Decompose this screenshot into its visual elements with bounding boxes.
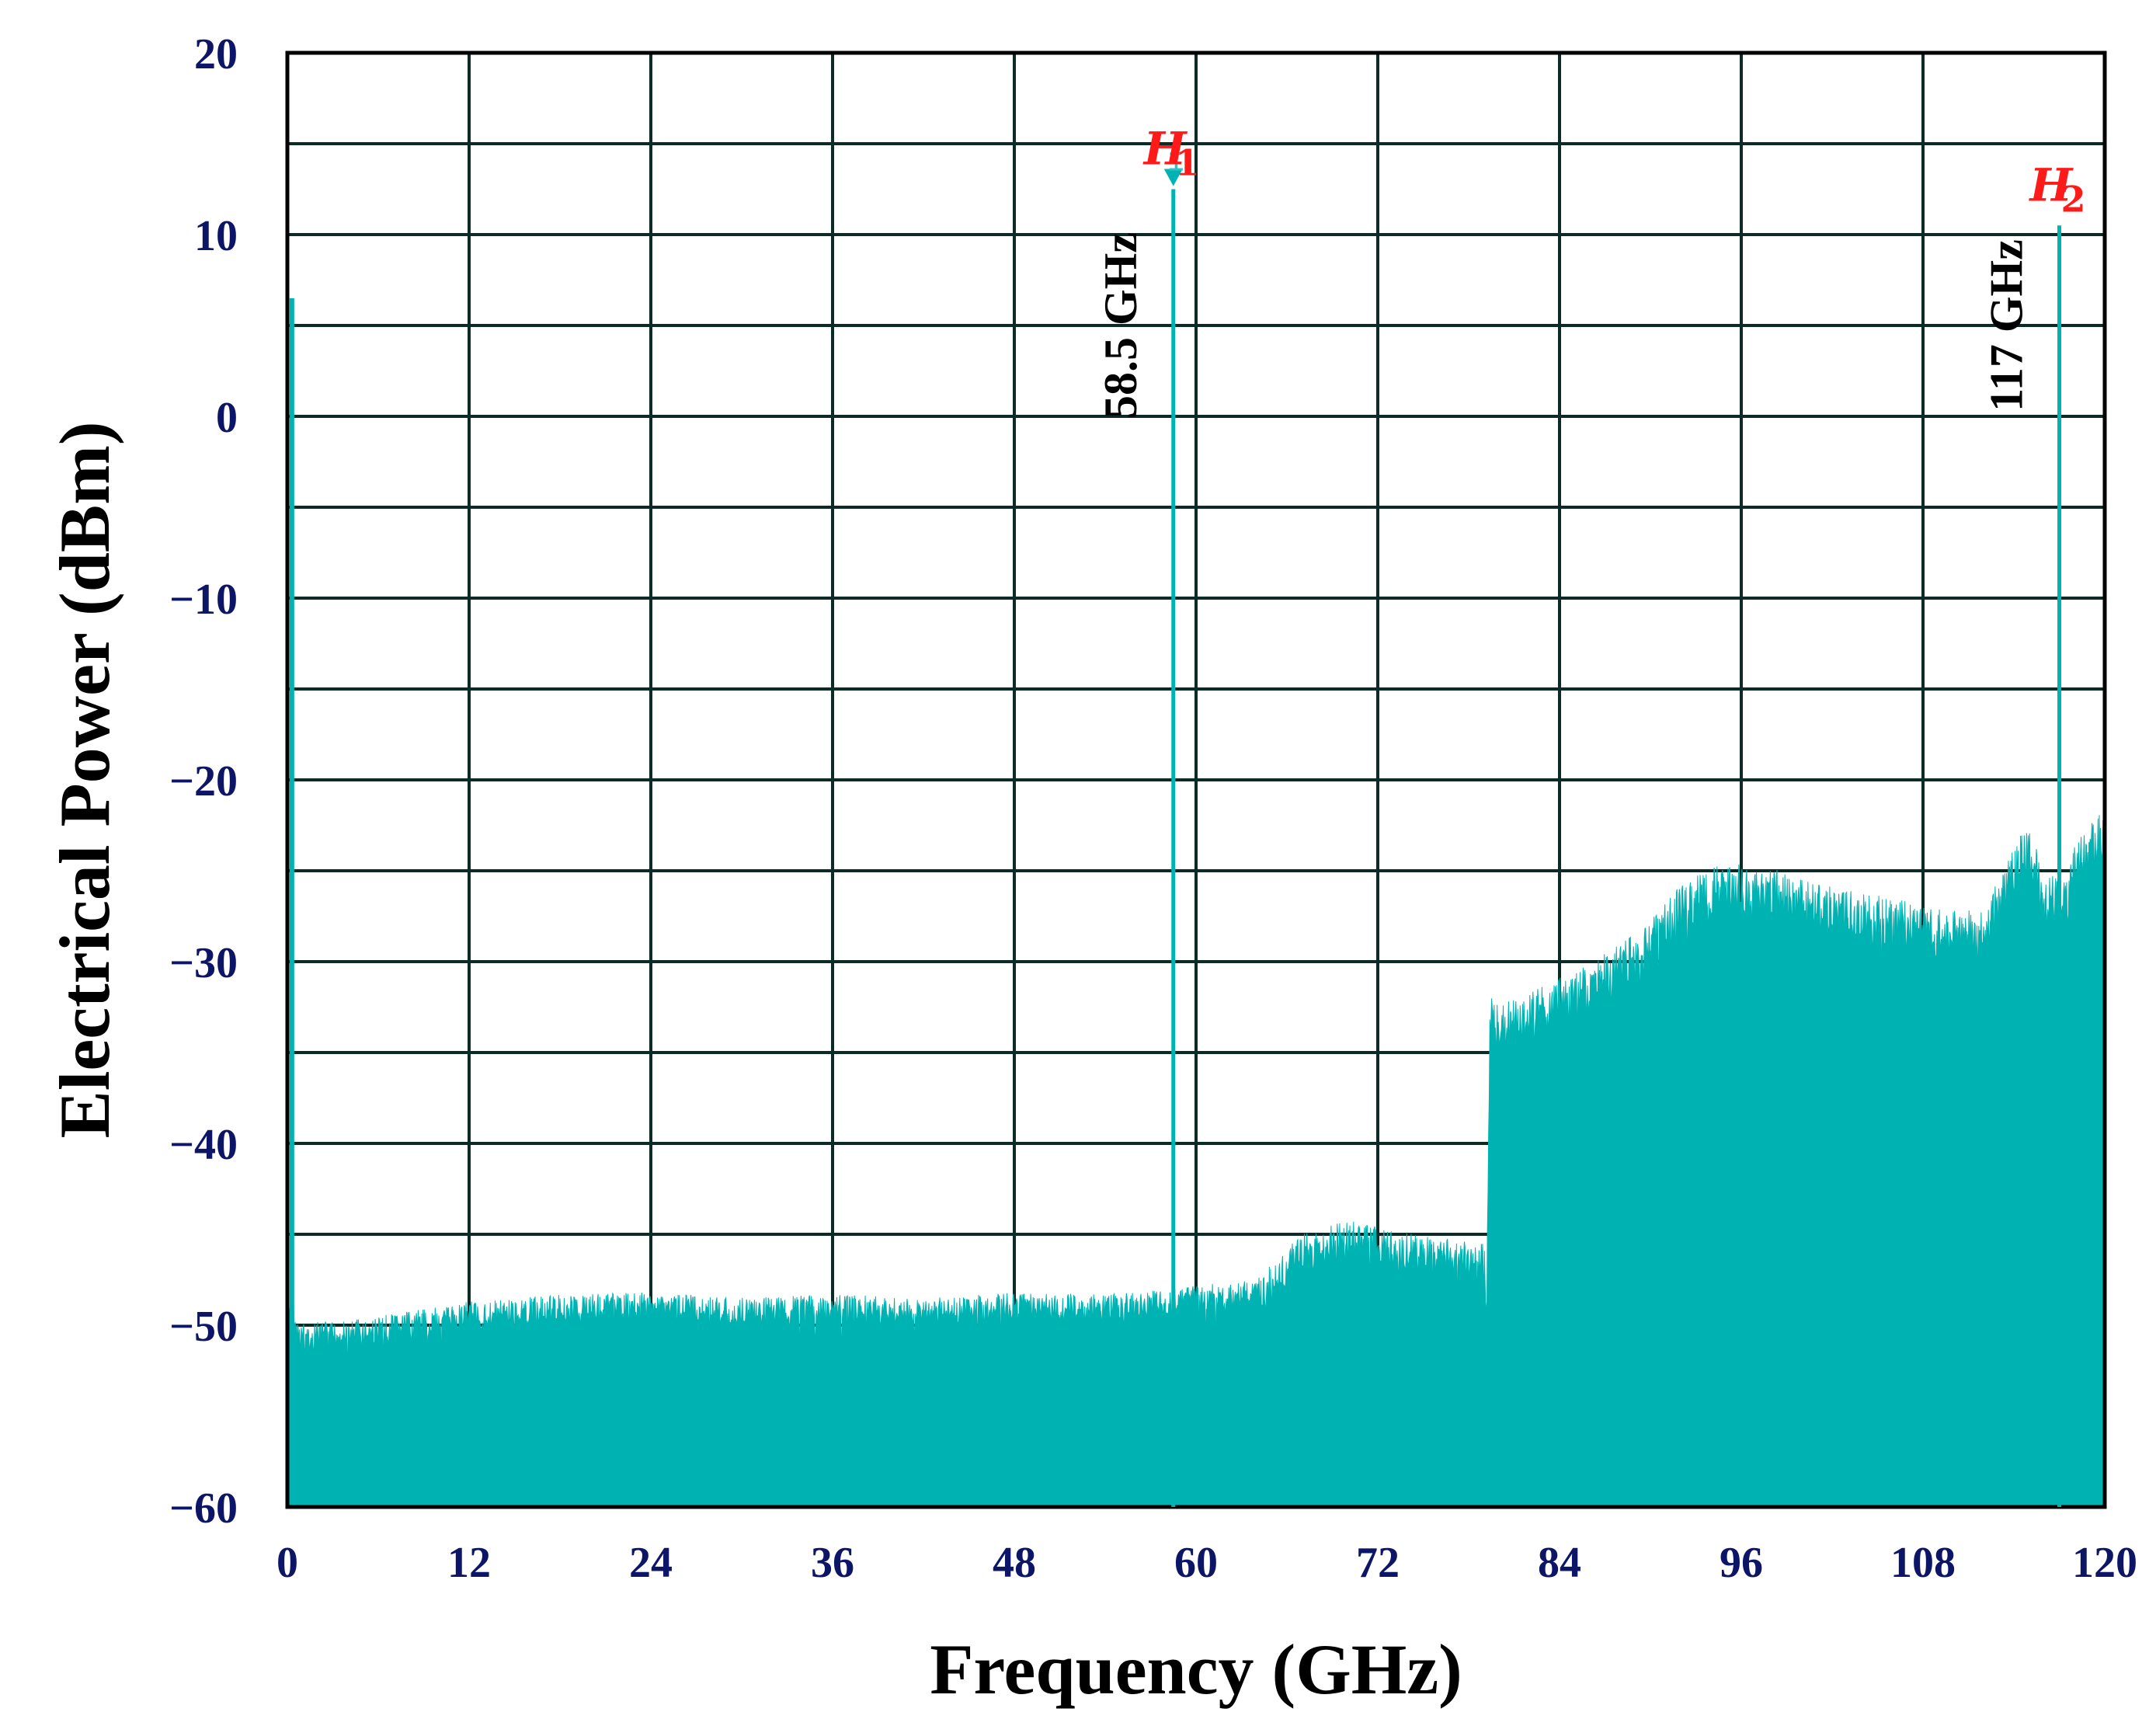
plot-frame [285,50,2107,1509]
x-tick-label: 12 [447,1539,491,1587]
y-tick-label: −40 [169,1121,238,1169]
x-tick-label: 24 [629,1539,673,1587]
y-tick-labels: 20 10 0 −10 −20 −30 −40 −50 −60 [169,30,238,1533]
y-tick-label: −50 [169,1303,238,1351]
peak-marker-label: H [1142,123,1188,176]
x-tick-label: 120 [2072,1539,2137,1587]
peak-marker-subscript: 1 [1175,142,1200,184]
y-axis-title: Electrical Power (dBm) [45,421,124,1138]
y-tick-label: 10 [194,212,238,260]
peak-marker-label: H [2029,158,2074,211]
x-tick-label: 0 [276,1539,298,1587]
peak-marker-subscript: 2 [2061,178,2086,220]
spectrum-trace [287,298,2106,1508]
x-tick-label: 36 [811,1539,854,1587]
peak-frequency-label: 117 GHz [1981,239,2033,412]
marker-number: 1 [1167,144,1184,178]
x-axis-title: Frequency (GHz) [930,1630,1462,1709]
x-tick-label: 108 [1890,1539,1956,1587]
noise-floor-area [287,815,2106,1508]
marker-triangle [1163,169,1183,186]
y-tick-label: −10 [169,576,238,624]
y-tick-label: −30 [169,939,238,987]
x-tick-labels: 0 12 24 36 48 60 72 84 96 108 120 [276,1539,2137,1587]
peak-frequency-label: 58.5 GHz [1095,232,1146,419]
x-tick-label: 48 [993,1539,1036,1587]
y-tick-label: −60 [169,1484,238,1533]
y-tick-label: −20 [169,757,238,806]
x-tick-label: 84 [1538,1539,1581,1587]
x-tick-label: 72 [1356,1539,1400,1587]
x-tick-label: 96 [1720,1539,1763,1587]
x-tick-label: 60 [1174,1539,1218,1587]
y-tick-label: 0 [216,394,238,442]
y-tick-label: 20 [194,30,238,78]
